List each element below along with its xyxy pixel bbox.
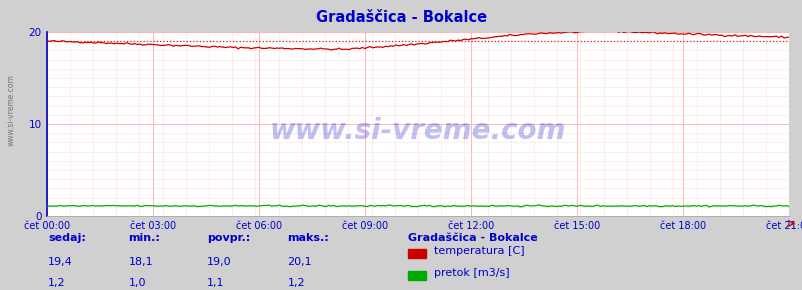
Text: 1,2: 1,2 <box>287 278 305 288</box>
Text: maks.:: maks.: <box>287 233 329 243</box>
Text: Gradaščica - Bokalce: Gradaščica - Bokalce <box>407 233 537 243</box>
Text: Gradaščica - Bokalce: Gradaščica - Bokalce <box>315 10 487 25</box>
Text: temperatura [C]: temperatura [C] <box>433 246 524 256</box>
Text: 1,0: 1,0 <box>128 278 146 288</box>
Text: 18,1: 18,1 <box>128 257 153 267</box>
Text: www.si-vreme.com: www.si-vreme.com <box>269 117 565 145</box>
Text: povpr.:: povpr.: <box>207 233 250 243</box>
Text: 19,0: 19,0 <box>207 257 232 267</box>
Text: pretok [m3/s]: pretok [m3/s] <box>433 268 508 278</box>
Text: 20,1: 20,1 <box>287 257 312 267</box>
Text: 19,4: 19,4 <box>48 257 73 267</box>
Text: 1,2: 1,2 <box>48 278 66 288</box>
Text: 1,1: 1,1 <box>207 278 225 288</box>
Text: min.:: min.: <box>128 233 160 243</box>
Text: sedaj:: sedaj: <box>48 233 86 243</box>
Text: www.si-vreme.com: www.si-vreme.com <box>6 74 15 146</box>
